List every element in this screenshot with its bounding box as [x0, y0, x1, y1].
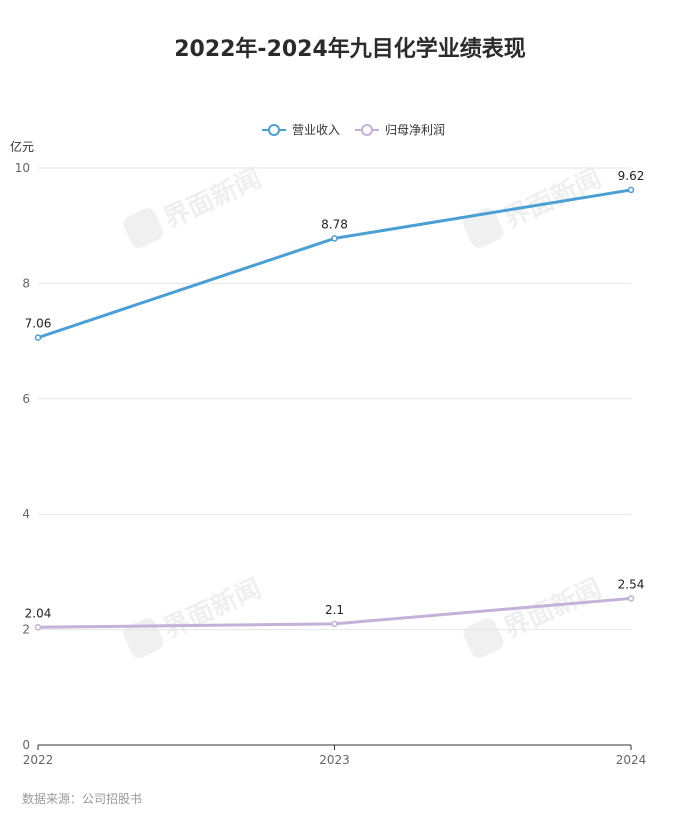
data-point[interactable]	[331, 235, 338, 242]
legend-net-profit-label: 归母净利润	[385, 123, 445, 137]
watermark-3: 界面新闻	[463, 573, 606, 659]
data-label: 7.06	[25, 317, 52, 331]
data-point[interactable]	[34, 624, 42, 631]
data-point[interactable]	[331, 620, 338, 628]
y-tick-label: 0	[22, 738, 30, 752]
watermark-logo-icon	[123, 618, 164, 659]
data-label: 2.54	[618, 577, 645, 591]
y-tick-label: 6	[22, 392, 30, 406]
chart-title: 2022年-2024年九目化学业绩表现	[174, 36, 526, 62]
y-tick-label: 4	[22, 507, 30, 521]
x-tick-label: 2022	[23, 753, 54, 767]
y-tick-label: 8	[22, 276, 30, 290]
x-tick-label: 2023	[319, 753, 350, 767]
legend-item-revenue[interactable]: 营业收入	[262, 123, 340, 137]
data-label: 8.78	[321, 217, 348, 231]
grid-lines	[38, 167, 631, 746]
watermark-logo-icon	[463, 208, 504, 249]
legend[interactable]: 营业收入 归母净利润	[262, 123, 445, 137]
legend-revenue-label: 营业收入	[292, 123, 340, 137]
data-label: 2.1	[325, 603, 344, 617]
watermark-0: 界面新闻	[123, 163, 266, 249]
series-layer	[34, 186, 635, 631]
watermark-logo-icon	[463, 618, 504, 659]
y-axis-ticks: 0 2 4 6 8 10	[15, 161, 30, 752]
y-tick-label: 2	[22, 623, 30, 637]
watermark-logo-icon	[123, 208, 164, 249]
data-point[interactable]	[627, 186, 635, 194]
watermark-2: 界面新闻	[123, 573, 266, 659]
data-point[interactable]	[627, 595, 635, 602]
y-tick-label: 10	[15, 161, 30, 175]
watermark-text: 界面新闻	[159, 573, 266, 645]
data-label: 9.62	[618, 169, 645, 183]
legend-item-net-profit[interactable]: 归母净利润	[355, 123, 445, 137]
data-label: 2.04	[25, 606, 52, 620]
source-note: 数据来源：公司招股书	[22, 791, 142, 806]
data-labels: 7.06 8.78 9.62 2.04 2.1 2.54	[25, 169, 645, 620]
data-point[interactable]	[34, 334, 42, 341]
watermark-text: 界面新闻	[159, 163, 266, 235]
x-tick-label: 2024	[616, 753, 647, 767]
watermark-text: 界面新闻	[499, 163, 606, 235]
x-axis-ticks: 2022 2023 2024	[23, 745, 647, 767]
y-axis-unit: 亿元	[10, 139, 34, 154]
legend-revenue-marker	[268, 124, 280, 136]
legend-net-profit-marker	[361, 124, 373, 136]
